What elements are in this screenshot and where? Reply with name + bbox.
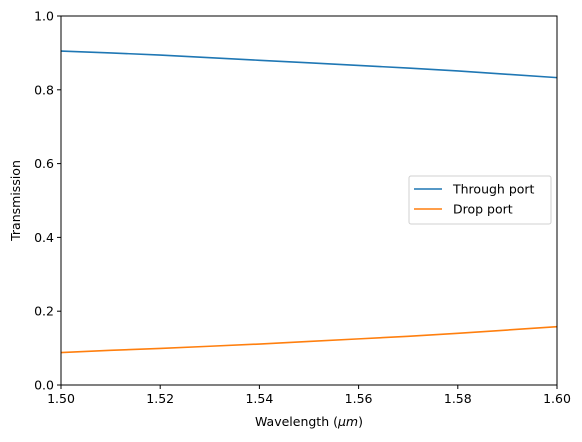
legend-label: Through port [452, 182, 535, 197]
x-axis-ticks: 1.50 1.52 1.54 1.56 1.58 1.60 [47, 385, 571, 406]
y-axis-label: Transmission [8, 160, 23, 242]
x-tick-label: 1.54 [245, 391, 273, 406]
legend: Through port Drop port [408, 175, 552, 225]
series-line-2 [60, 325, 558, 354]
x-tick-label: 1.50 [47, 391, 75, 406]
y-tick-label: 0.4 [34, 230, 54, 245]
x-axis-label: Wavelength (μm) [255, 414, 363, 429]
y-tick-label: 0.8 [34, 82, 54, 97]
legend-box [408, 175, 552, 225]
x-tick-label: 1.56 [345, 391, 373, 406]
y-tick-label: 0.0 [34, 378, 54, 393]
y-tick-label: 0.2 [34, 304, 54, 319]
axes-frame [60, 15, 558, 386]
x-tick-label: 1.52 [146, 391, 174, 406]
series-layer [60, 50, 558, 354]
y-tick-label: 0.6 [34, 156, 54, 171]
legend-label: Drop port [453, 202, 513, 217]
series-line-1 [60, 50, 558, 79]
y-axis-ticks: 0.0 0.2 0.4 0.6 0.8 1.0 [34, 9, 61, 393]
y-tick-label: 1.0 [34, 9, 54, 24]
x-tick-label: 1.60 [543, 391, 571, 406]
x-tick-label: 1.58 [444, 391, 472, 406]
